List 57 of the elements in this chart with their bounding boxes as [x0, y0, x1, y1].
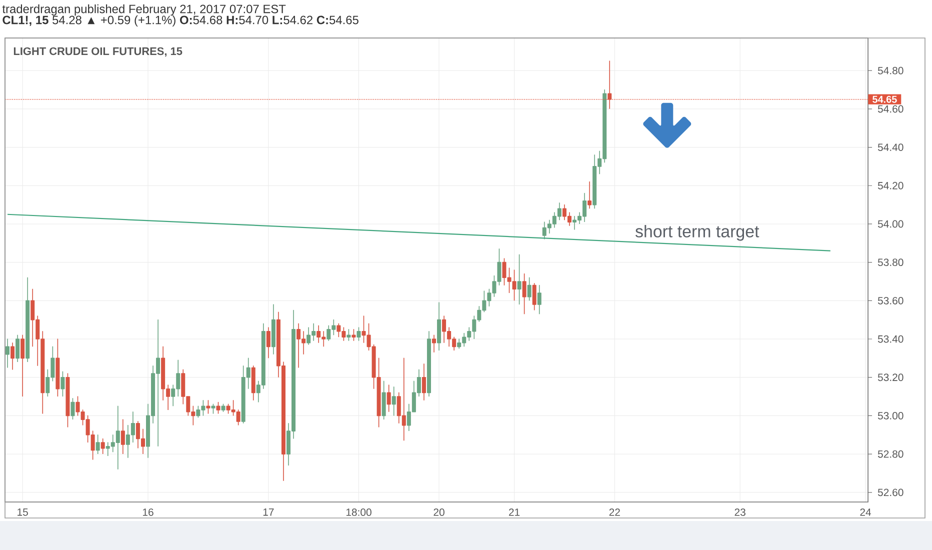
x-tick-label: 15 [18, 508, 28, 516]
candlestick [10, 342, 15, 370]
candlestick [216, 402, 220, 414]
candlestick [26, 277, 30, 362]
candlestick [422, 364, 426, 401]
x-tick-label: 24 [860, 508, 871, 516]
candlestick [6, 338, 10, 368]
text: traderdragan published February 21, 2017 07:07 EST [2, 4, 286, 16]
y-tick-label: 54.00 [878, 220, 904, 228]
y-tick-label: 54.40 [878, 144, 904, 151]
candlestick [221, 404, 226, 412]
candlestick [522, 273, 526, 314]
x-tick-label: 20 [434, 508, 444, 516]
y-tick-label: 53.20 [878, 374, 904, 382]
y-tick-label: 54.60 [878, 105, 904, 113]
x-tick-label: 23 [734, 508, 746, 516]
candlestick [527, 277, 532, 302]
x-tick-label: 16 [142, 508, 154, 516]
candlestick [437, 302, 442, 351]
candlestick [266, 327, 270, 359]
candlestick [120, 419, 125, 454]
candlestick [271, 304, 276, 355]
candlestick [426, 330, 431, 397]
candlestick [432, 334, 436, 353]
text: CL1!, 15 54.28 ▲ +0.59 (+1.1%) O:54.68 H:54.70 L:54.62 C:54.65 [2, 15, 358, 27]
candlestick [251, 365, 256, 401]
candlestick [392, 386, 396, 416]
candlestick [532, 283, 536, 311]
candlestick [588, 181, 592, 210]
candlestick [382, 380, 386, 420]
x-tick-label: 18:00 [346, 508, 372, 516]
y-tick-label: 53.80 [878, 258, 904, 266]
x-tick-label: 17 [263, 508, 274, 516]
candlestick [60, 371, 65, 397]
candlestick [211, 404, 216, 414]
candlestick [56, 338, 60, 397]
y-tick-label: 53.40 [878, 335, 904, 343]
y-tick-label: 52.80 [878, 450, 904, 458]
x-tick-label: 21 [508, 508, 520, 516]
candlestick [70, 398, 75, 420]
candlestick [356, 327, 361, 342]
candlestick [20, 334, 25, 397]
y-tick-label: 53.00 [878, 412, 904, 420]
candlestick [100, 438, 105, 454]
candlestick [386, 384, 391, 412]
y-tick-label: 54.80 [878, 66, 904, 74]
y-tick-label: 53.60 [878, 296, 904, 304]
annotation: short term target [635, 224, 760, 241]
ref-line-label: 54.65 [872, 96, 897, 103]
x-tick-label: 22 [609, 508, 620, 516]
candlestick [66, 373, 70, 428]
y-tick-label: 54.20 [878, 182, 904, 190]
text: LIGHT CRUDE OIL FUTURES, 15 [14, 47, 182, 57]
candlestick [537, 284, 542, 314]
candlestick [16, 334, 20, 362]
y-tick-label: 52.60 [878, 488, 904, 496]
candlestick [96, 434, 100, 454]
